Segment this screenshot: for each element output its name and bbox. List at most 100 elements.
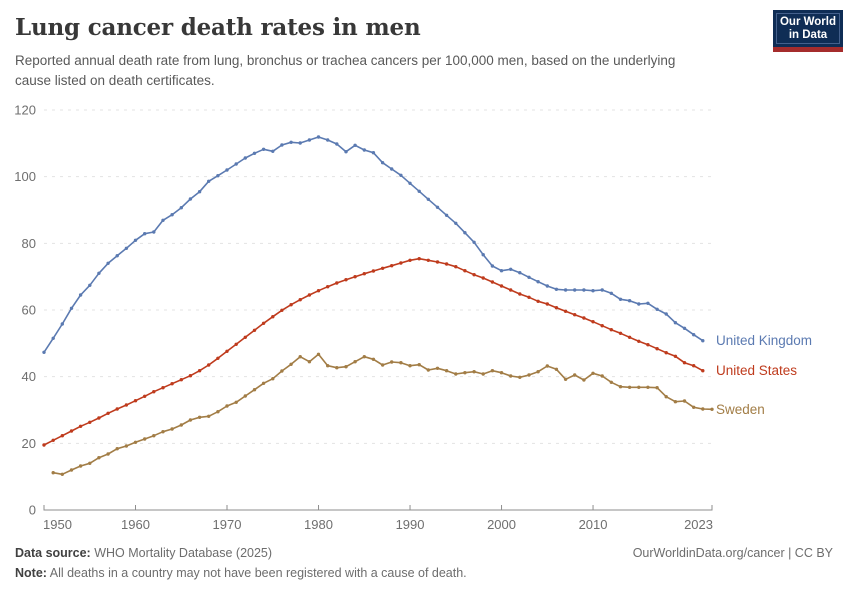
- data-point-united-kingdom: [582, 288, 586, 292]
- data-point-united-states: [316, 289, 321, 293]
- data-point-united-kingdom: [344, 150, 348, 154]
- data-point-united-states: [161, 386, 165, 390]
- data-point-sweden: [207, 414, 211, 418]
- data-point-united-states: [51, 438, 55, 442]
- data-point-sweden: [179, 423, 183, 427]
- owid-logo-frame: Our World in Data: [776, 13, 840, 44]
- data-point-united-states: [261, 321, 266, 325]
- data-point-sweden: [188, 418, 193, 422]
- data-point-united-kingdom: [591, 289, 595, 293]
- data-point-sweden: [472, 370, 476, 374]
- data-point-sweden: [69, 468, 74, 472]
- data-point-sweden: [518, 375, 522, 379]
- data-point-sweden: [618, 385, 623, 389]
- y-tick-label: 60: [22, 303, 36, 318]
- data-point-united-states: [646, 343, 650, 347]
- owid-logo-line1: Our World: [779, 15, 836, 28]
- data-point-united-states: [60, 434, 64, 438]
- data-point-united-kingdom: [701, 339, 705, 343]
- data-point-sweden: [646, 385, 650, 389]
- data-point-sweden: [554, 367, 559, 371]
- data-point-united-kingdom: [618, 297, 623, 301]
- legend-label-united-kingdom[interactable]: United Kingdom: [716, 333, 812, 348]
- data-point-united-kingdom: [207, 179, 211, 183]
- data-point-united-kingdom: [106, 261, 110, 265]
- data-point-united-kingdom: [133, 238, 138, 242]
- data-point-sweden: [280, 369, 284, 373]
- data-point-united-kingdom: [646, 301, 650, 305]
- data-point-sweden: [380, 363, 385, 367]
- data-point-sweden: [124, 444, 129, 448]
- data-point-united-states: [124, 403, 129, 407]
- data-point-united-kingdom: [143, 232, 147, 236]
- series-line-sweden[interactable]: [53, 353, 713, 476]
- legend-label-sweden[interactable]: Sweden: [716, 402, 765, 417]
- data-point-united-states: [362, 272, 366, 276]
- y-tick-label: 40: [22, 369, 36, 384]
- data-point-sweden: [243, 394, 247, 398]
- data-point-united-states: [655, 347, 659, 351]
- data-point-united-states: [444, 262, 449, 266]
- data-point-sweden: [216, 410, 220, 414]
- data-point-united-kingdom: [481, 253, 485, 257]
- data-point-united-states: [527, 295, 531, 299]
- data-point-united-kingdom: [335, 142, 339, 146]
- data-point-united-kingdom: [637, 302, 641, 306]
- data-point-united-kingdom: [655, 307, 659, 311]
- chart-subtitle: Reported annual death rate from lung, br…: [15, 53, 676, 88]
- x-tick-label: 1980: [304, 517, 333, 532]
- data-point-united-kingdom: [573, 288, 577, 292]
- data-point-united-kingdom: [692, 333, 696, 337]
- owid-logo[interactable]: Our World in Data: [773, 10, 843, 52]
- data-point-united-kingdom: [252, 151, 257, 155]
- data-point-united-kingdom: [600, 288, 604, 292]
- data-point-sweden: [289, 362, 293, 366]
- data-point-united-states: [115, 407, 119, 411]
- data-point-united-states: [252, 328, 257, 332]
- data-point-sweden: [133, 440, 138, 444]
- x-tick-label: 1950: [43, 517, 72, 532]
- data-point-united-kingdom: [124, 246, 129, 250]
- data-point-united-states: [682, 361, 687, 365]
- legend-label-united-states[interactable]: United States: [716, 363, 797, 378]
- page-title: Lung cancer death rates in men: [15, 14, 421, 41]
- data-point-united-states: [234, 342, 238, 346]
- data-point-sweden: [353, 360, 357, 364]
- data-point-united-kingdom: [353, 143, 357, 147]
- data-point-sweden: [682, 399, 687, 403]
- data-point-united-states: [335, 281, 339, 285]
- data-point-sweden: [298, 355, 302, 359]
- data-point-united-states: [197, 369, 202, 373]
- data-point-sweden: [307, 360, 312, 364]
- data-point-sweden: [490, 369, 495, 373]
- data-point-united-states: [133, 399, 138, 403]
- data-point-sweden: [225, 404, 229, 408]
- data-source: Data source: WHO Mortality Database (202…: [15, 546, 272, 560]
- data-point-sweden: [609, 380, 613, 384]
- data-point-sweden: [271, 377, 275, 381]
- data-point-united-kingdom: [179, 206, 183, 210]
- data-point-united-states: [353, 275, 357, 279]
- data-point-united-states: [380, 266, 385, 270]
- data-point-united-states: [554, 306, 559, 310]
- data-point-sweden: [161, 430, 165, 434]
- data-point-sweden: [582, 378, 586, 382]
- data-point-sweden: [509, 374, 513, 378]
- data-point-sweden: [426, 368, 430, 372]
- data-point-united-kingdom: [362, 148, 366, 152]
- data-point-sweden: [637, 385, 641, 389]
- license-link[interactable]: OurWorldinData.org/cancer | CC BY: [632, 546, 833, 560]
- data-point-united-kingdom: [463, 231, 467, 235]
- data-point-united-states: [271, 315, 275, 319]
- data-point-united-states: [545, 302, 549, 306]
- series-line-united-kingdom[interactable]: [43, 136, 704, 353]
- data-point-united-kingdom: [682, 326, 687, 330]
- data-point-united-states: [371, 269, 376, 273]
- series-line-united-states[interactable]: [43, 257, 704, 446]
- data-point-united-states: [97, 416, 101, 420]
- data-point-united-states: [69, 429, 74, 433]
- data-point-sweden: [106, 452, 110, 456]
- data-point-united-states: [390, 264, 394, 268]
- data-source-value: WHO Mortality Database (2025): [90, 546, 273, 560]
